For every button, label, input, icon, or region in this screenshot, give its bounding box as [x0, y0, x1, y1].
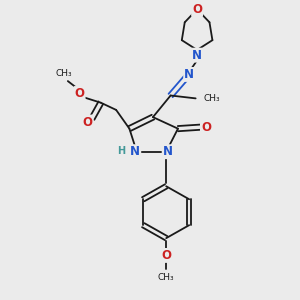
Text: O: O — [192, 3, 202, 16]
Text: O: O — [75, 87, 85, 100]
Text: O: O — [161, 249, 171, 262]
Text: O: O — [82, 116, 93, 128]
Text: CH₃: CH₃ — [55, 69, 72, 78]
Text: H: H — [117, 146, 125, 156]
Text: CH₃: CH₃ — [204, 94, 220, 103]
Text: N: N — [192, 49, 202, 62]
Text: N: N — [130, 145, 140, 158]
Text: CH₃: CH₃ — [158, 273, 175, 282]
Text: N: N — [163, 145, 173, 158]
Text: O: O — [201, 121, 211, 134]
Text: N: N — [184, 68, 194, 81]
